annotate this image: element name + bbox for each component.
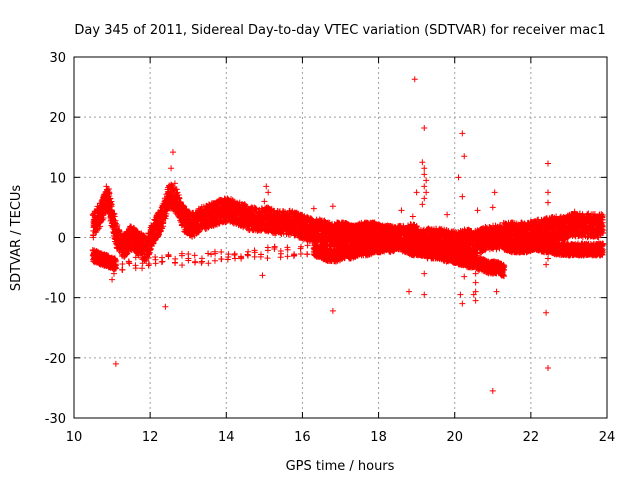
data-point bbox=[110, 210, 117, 217]
data-point bbox=[108, 201, 115, 208]
data-point bbox=[114, 222, 121, 229]
data-point bbox=[111, 213, 118, 220]
data-point bbox=[100, 214, 107, 221]
data-point bbox=[116, 226, 123, 233]
data-points bbox=[89, 76, 607, 394]
data-point bbox=[90, 232, 97, 239]
